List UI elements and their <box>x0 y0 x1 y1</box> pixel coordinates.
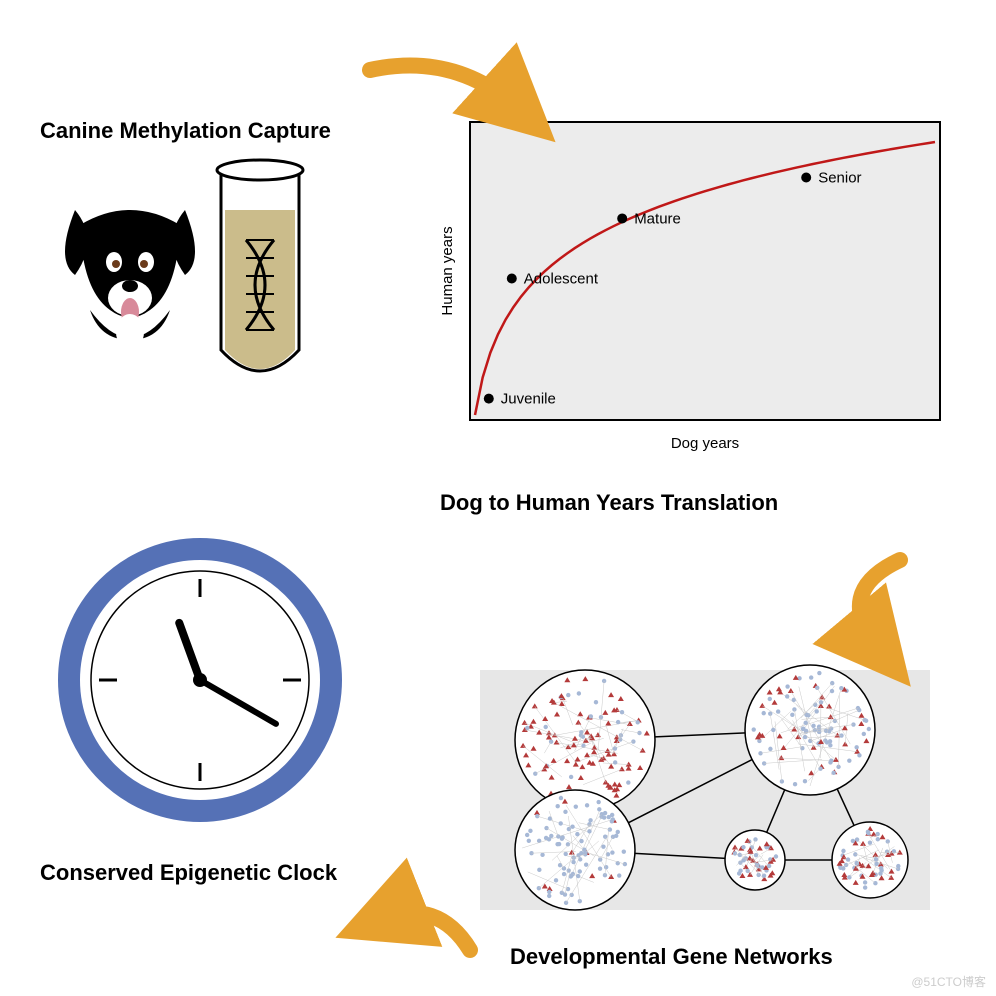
flow-arrows <box>0 0 996 996</box>
watermark-text: @51CTO博客 <box>911 973 986 990</box>
